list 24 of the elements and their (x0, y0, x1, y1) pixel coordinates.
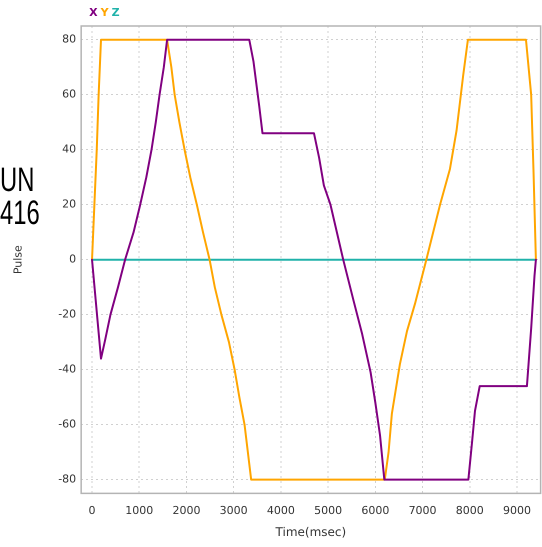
y-tick-label: 80 (62, 32, 76, 46)
y-tick-label: 40 (62, 142, 76, 156)
x-tick-label: 9000 (503, 504, 532, 517)
y-tick-label: 60 (62, 88, 76, 101)
x-tick-label: 6000 (361, 504, 390, 517)
y-tick-label: -20 (58, 308, 76, 321)
x-axis-title: Time(msec) (274, 524, 346, 539)
x-tick-label: 3000 (220, 504, 248, 517)
series-label: Y (100, 6, 110, 19)
x-tick-label: 4000 (266, 504, 295, 517)
x-tick-label: 7000 (408, 504, 437, 517)
text: Z (112, 6, 120, 19)
y-axis-title: Pulse (11, 244, 24, 274)
x-tick-label: 1000 (125, 504, 154, 517)
x-tick-label: 5000 (314, 504, 342, 517)
text: X (89, 6, 98, 19)
y-tick-label: 0 (69, 252, 76, 266)
y-tick-label: 20 (62, 198, 76, 211)
x-tick-label: 8000 (456, 504, 484, 517)
y-tick-label: -80 (58, 472, 76, 486)
y-tick-label: -40 (58, 362, 76, 376)
y-tick-label: -60 (58, 418, 76, 431)
x-tick-label: 2000 (172, 504, 200, 517)
x-tick-label: 0 (88, 504, 96, 517)
